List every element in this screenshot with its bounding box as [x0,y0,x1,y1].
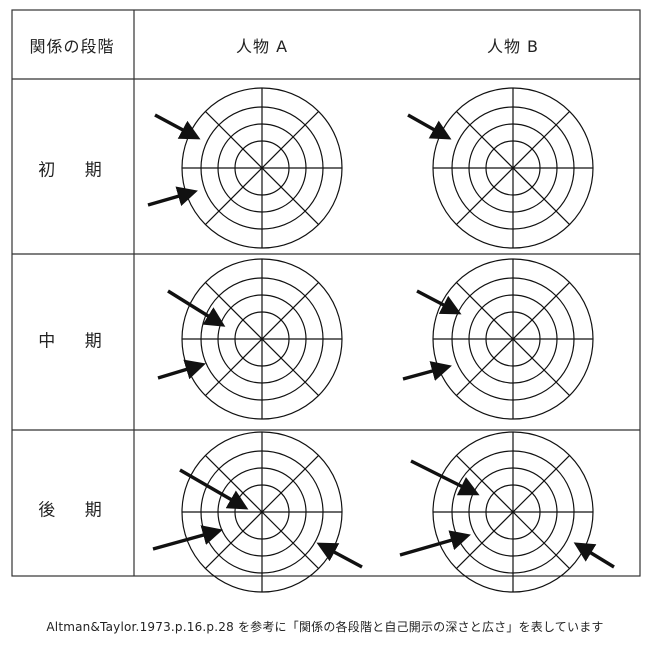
stage-label-middle: 中 期 [38,331,114,352]
arrow-icon [573,542,615,569]
stage-label-late: 後 期 [38,500,114,521]
arrow-icon [147,186,198,207]
arrow-icon [152,525,223,551]
diagram-spoke [456,282,570,396]
table-border [11,9,641,577]
diagram-spoke [456,455,570,569]
diagram-spoke [456,111,570,225]
arrow-icon [316,542,363,569]
circle-diagram [432,87,594,249]
circle-diagram [181,431,343,593]
arrow-icon [402,361,452,381]
arrow-icon [416,289,462,315]
arrow-icon [154,113,201,140]
arrow-icon [410,459,480,496]
diagram-spoke [205,455,319,569]
diagram-spoke [205,111,319,225]
header-stage: 関係の段階 [29,37,115,56]
circle-diagram [432,258,594,420]
circle-diagram [181,87,343,249]
circle-diagram [432,431,594,593]
diagram-spoke [205,282,319,396]
arrow-icon [179,468,249,510]
circle-diagram [181,258,343,420]
arrow-icon [167,289,226,327]
header-person-a: 人物 A [235,37,289,56]
source-caption: Altman&Taylor.1973.p.16.p.28 を参考に「関係の各段階… [46,620,604,634]
arrow-icon [399,530,471,557]
arrow-icon [157,359,206,380]
table-grid [11,9,641,577]
arrow-icon [407,113,452,140]
stage-label-early: 初 期 [38,160,114,181]
header-person-b: 人物 B [486,37,540,56]
